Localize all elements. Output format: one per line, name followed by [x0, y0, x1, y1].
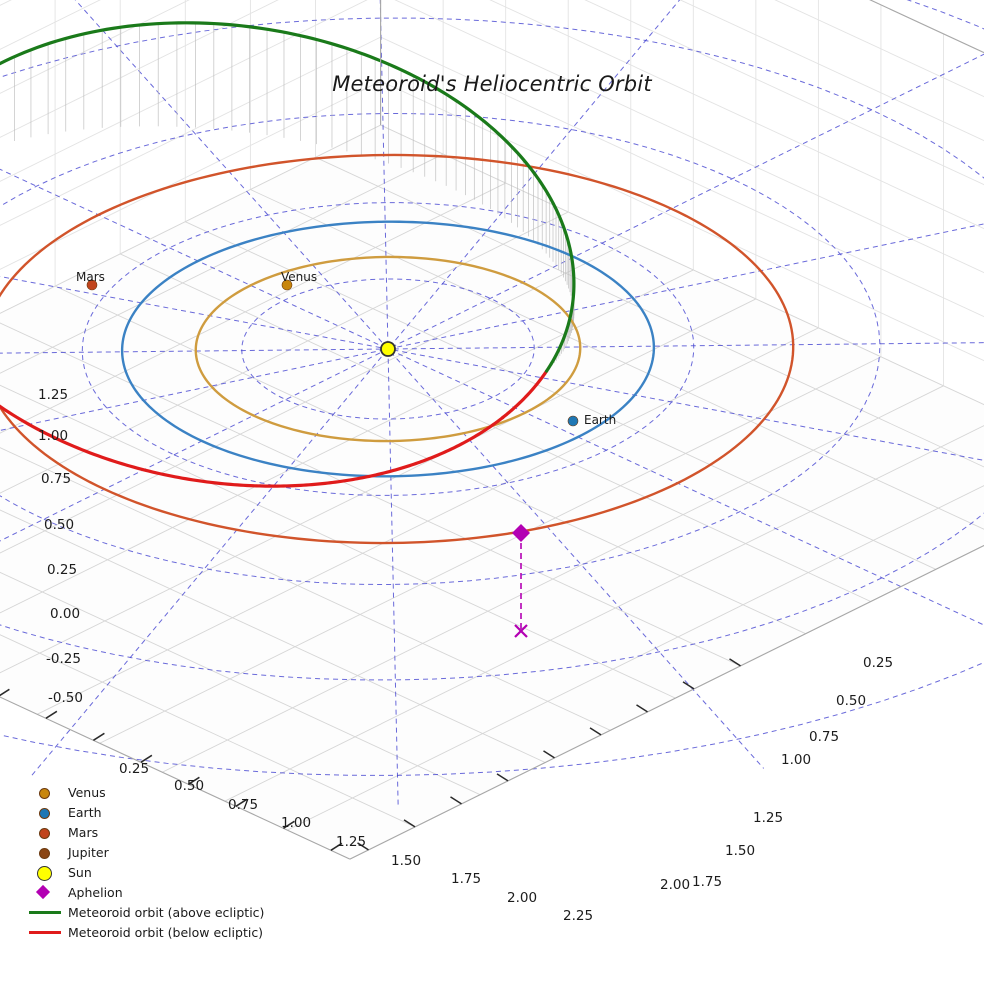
body-markers: [86, 279, 579, 638]
y-axis-tick-label: 0.25: [863, 655, 894, 671]
z-axis-tick-label: 1.00: [38, 428, 69, 444]
y-axis-tick-label: 1.25: [753, 810, 784, 826]
x-axis-tick-label: 1.50: [391, 853, 422, 869]
legend-item[interactable]: Sun: [26, 862, 298, 882]
legend-item[interactable]: Mars: [26, 822, 298, 842]
legend-marker-circle-icon: [26, 802, 64, 822]
y-axis-tick-label: 2.00: [660, 877, 691, 893]
z-axis-tick-label: 0.75: [41, 471, 72, 487]
body-label-earth: Earth: [584, 413, 617, 427]
legend-item[interactable]: Jupiter: [26, 842, 298, 862]
page-title: Meteoroid's Heliocentric Orbit: [332, 72, 652, 96]
x-axis-tick-label: 1.25: [336, 834, 367, 850]
axis-spines-and-ticks: [0, 0, 984, 860]
body-label-mars: Mars: [76, 270, 105, 284]
axis-wall-panes: [0, 0, 984, 406]
legend-item[interactable]: Earth: [26, 802, 298, 822]
legend-marker-circle-icon: [26, 842, 64, 862]
orbit-drop-stems: [14, 22, 575, 366]
y-axis-tick-label: 0.50: [836, 693, 867, 709]
legend-marker-diamond-icon: [26, 882, 64, 902]
legend-label: Meteoroid orbit (below ecliptic): [68, 924, 264, 940]
x-axis-tick-label: 0.75: [228, 797, 259, 813]
x-axis-tick-label: 1.75: [451, 871, 482, 887]
legend-label: Mars: [68, 824, 99, 840]
legend-marker-line-icon: [26, 922, 64, 942]
legend-marker-circle-big-icon: [26, 862, 64, 882]
x-axis-tick-label: 2.00: [507, 890, 538, 906]
x-axis-tick-label: 0.25: [119, 761, 150, 777]
y-axis-tick-label: 1.00: [781, 752, 812, 768]
legend-marker-circle-icon: [26, 782, 64, 802]
legend-item[interactable]: Meteoroid orbit (below ecliptic): [26, 922, 298, 942]
planet-orbit-curves: [0, 153, 795, 545]
body-label-venus: Venus: [281, 270, 318, 284]
legend-item[interactable]: Aphelion: [26, 882, 298, 902]
z-axis-tick-label: 0.00: [50, 606, 81, 622]
z-axis-tick-label: -0.50: [48, 690, 83, 706]
legend-marker-circle-icon: [26, 822, 64, 842]
z-axis-tick-label: 0.50: [44, 517, 75, 533]
legend-label: Jupiter: [68, 844, 109, 860]
legend-marker-line-icon: [26, 902, 64, 922]
meteoroid-orbit-curve: [0, 21, 576, 488]
y-axis-tick-label: 1.50: [725, 843, 756, 859]
axis-floor-pane: [0, 124, 984, 860]
legend-item[interactable]: Venus: [26, 782, 298, 802]
legend-label: Aphelion: [68, 884, 123, 900]
legend-label: Earth: [68, 804, 102, 820]
z-axis-tick-label: -0.25: [46, 651, 81, 667]
legend-label: Meteoroid orbit (above ecliptic): [68, 904, 265, 920]
z-axis-tick-label: 1.25: [38, 387, 69, 403]
y-axis-tick-label: 1.75: [692, 874, 723, 890]
y-axis-tick-label: 0.75: [809, 729, 840, 745]
z-axis-tick-label: 0.25: [47, 562, 78, 578]
legend-label: Venus: [68, 784, 106, 800]
legend-item[interactable]: Meteoroid orbit (above ecliptic): [26, 902, 298, 922]
legend: Venus Earth Mars Jupiter Sun Aphelion Meteoroi…: [26, 782, 298, 942]
x-axis-tick-label: 0.50: [174, 778, 205, 794]
legend-label: Sun: [68, 864, 92, 880]
x-axis-tick-label: 1.00: [281, 815, 312, 831]
x-axis-tick-label: 2.25: [563, 908, 594, 924]
